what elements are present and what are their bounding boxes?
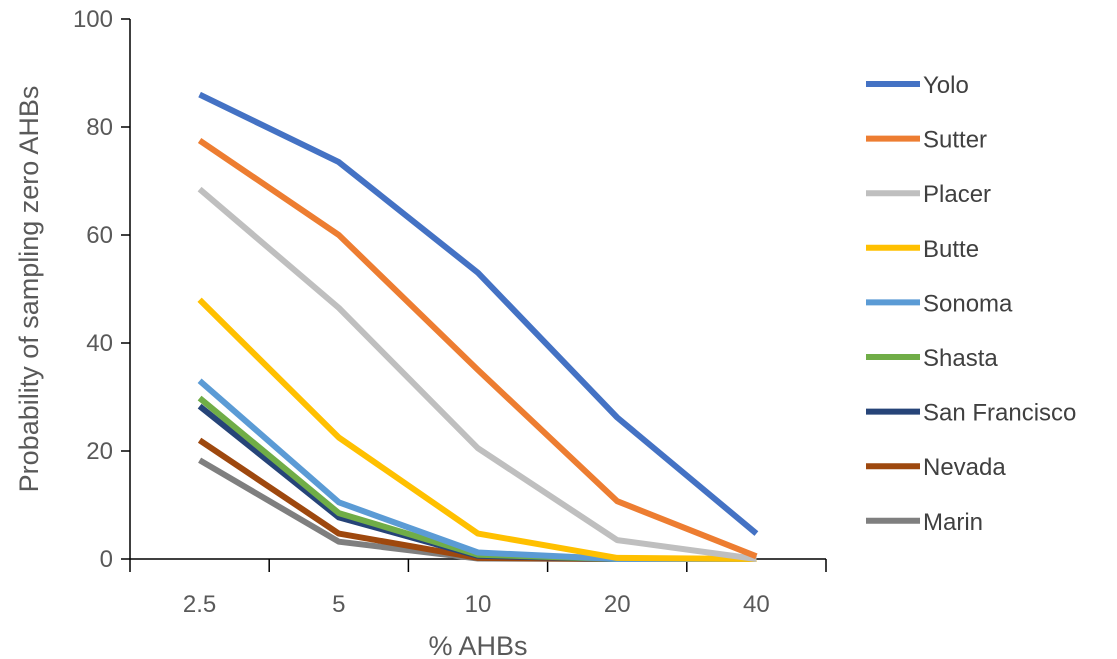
y-tick-label: 40 [86, 330, 113, 357]
legend-label-sonoma: Sonoma [923, 290, 1013, 317]
legend: Yolo Sutter Placer Butte Sonoma Shasta San Fra… [866, 72, 1076, 536]
legend-label-sutter: Sutter [923, 127, 987, 154]
y-tick-label: 60 [86, 222, 113, 249]
legend-label-yolo: Yolo [923, 72, 969, 99]
y-axis: 0 20 40 60 80 100 [73, 6, 131, 573]
y-tick-label: 80 [86, 114, 113, 141]
legend-label-shasta: Shasta [923, 345, 998, 372]
legend-label-san-francisco: San Francisco [923, 400, 1076, 427]
legend-label-nevada: Nevada [923, 454, 1006, 481]
series-lines [197, 91, 759, 562]
x-tick-label: 40 [743, 591, 770, 618]
x-tick-label: 2.5 [183, 591, 216, 618]
series-line-placer [197, 186, 757, 562]
legend-label-marin: Marin [923, 509, 983, 536]
legend-label-placer: Placer [923, 181, 991, 208]
series-line-butte [197, 297, 757, 562]
series-line-sutter [197, 138, 758, 560]
x-tick-label: 20 [604, 591, 631, 618]
y-tick-label: 100 [73, 6, 113, 33]
x-tick-label: 10 [465, 591, 492, 618]
y-tick-label: 20 [86, 438, 113, 465]
x-axis-title: % AHBs [428, 631, 527, 659]
y-axis-title: Probability of sampling zero AHBs [14, 86, 44, 493]
y-tick-label: 0 [100, 546, 113, 573]
legend-label-butte: Butte [923, 236, 979, 263]
x-tick-label: 5 [332, 591, 345, 618]
series-line-nevada [197, 437, 757, 562]
x-axis: 2.5 5 10 20 40 [129, 558, 827, 618]
series-line-yolo [198, 91, 759, 536]
